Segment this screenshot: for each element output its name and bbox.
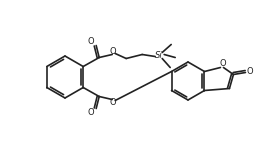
Text: O: O	[110, 98, 116, 107]
Text: O: O	[246, 67, 253, 76]
Text: O: O	[88, 108, 94, 117]
Text: O: O	[88, 37, 94, 46]
Text: O: O	[219, 59, 226, 68]
Text: Si: Si	[155, 51, 163, 60]
Text: O: O	[110, 47, 116, 56]
